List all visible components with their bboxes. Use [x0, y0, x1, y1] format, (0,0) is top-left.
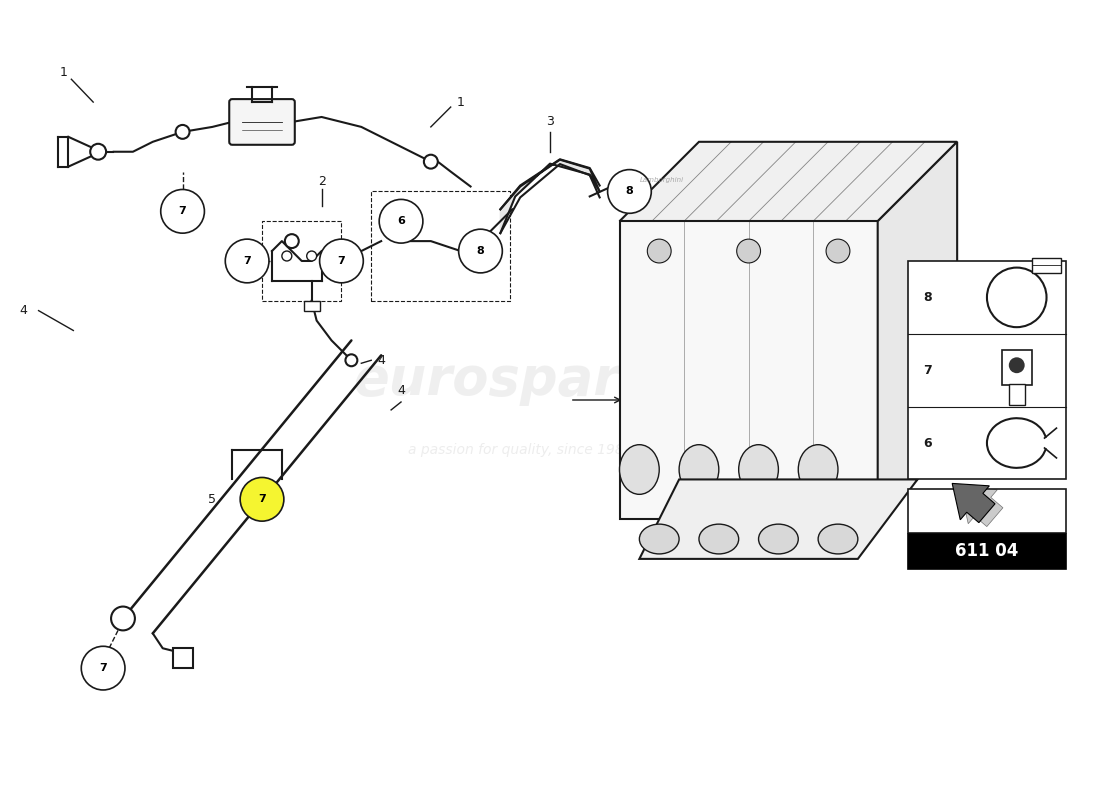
Circle shape: [379, 199, 422, 243]
FancyArrow shape: [953, 483, 996, 522]
Text: 7: 7: [178, 206, 186, 216]
Circle shape: [240, 478, 284, 521]
Bar: [173, 648, 192, 668]
Text: 6: 6: [923, 437, 932, 450]
Ellipse shape: [739, 445, 779, 494]
Text: 8: 8: [923, 291, 932, 304]
Circle shape: [90, 144, 106, 160]
Ellipse shape: [759, 524, 799, 554]
Polygon shape: [639, 479, 917, 559]
Polygon shape: [619, 142, 957, 222]
Polygon shape: [500, 160, 600, 233]
Text: 7: 7: [258, 494, 266, 504]
Bar: [1002, 350, 1032, 385]
Ellipse shape: [698, 524, 739, 554]
Circle shape: [826, 239, 850, 263]
Circle shape: [81, 646, 125, 690]
Bar: [1009, 384, 1025, 405]
Text: 4: 4: [20, 304, 28, 317]
Text: Lamborghini: Lamborghini: [639, 177, 683, 182]
Bar: [908, 261, 1066, 479]
Circle shape: [424, 154, 438, 169]
Circle shape: [647, 239, 671, 263]
Bar: [262, 222, 341, 301]
Circle shape: [1009, 358, 1025, 373]
FancyBboxPatch shape: [229, 99, 295, 145]
Circle shape: [226, 239, 270, 283]
Text: 4: 4: [377, 354, 385, 366]
Bar: [1032, 258, 1062, 273]
Circle shape: [161, 190, 205, 233]
Text: 5: 5: [208, 493, 217, 506]
Text: 8: 8: [626, 186, 634, 197]
Text: 3: 3: [546, 115, 554, 129]
Ellipse shape: [619, 445, 659, 494]
Polygon shape: [878, 142, 957, 519]
Ellipse shape: [799, 445, 838, 494]
Text: 6: 6: [397, 216, 405, 226]
Text: 7: 7: [99, 663, 107, 673]
Text: 2: 2: [318, 175, 326, 188]
Text: 1: 1: [59, 66, 67, 78]
Circle shape: [320, 239, 363, 283]
Bar: [908, 490, 1066, 533]
FancyArrow shape: [960, 487, 1003, 526]
Text: 7: 7: [923, 364, 932, 377]
Circle shape: [345, 354, 358, 366]
Ellipse shape: [639, 524, 679, 554]
Bar: [908, 534, 1066, 569]
Circle shape: [282, 251, 292, 261]
Text: eurospares: eurospares: [353, 354, 686, 406]
Circle shape: [176, 125, 189, 139]
Text: 611 04: 611 04: [955, 542, 1019, 560]
Text: 7: 7: [243, 256, 251, 266]
Text: 7: 7: [338, 256, 345, 266]
Polygon shape: [619, 222, 878, 519]
Circle shape: [737, 239, 760, 263]
Circle shape: [459, 229, 503, 273]
Ellipse shape: [818, 524, 858, 554]
Circle shape: [111, 606, 135, 630]
Circle shape: [607, 170, 651, 214]
Circle shape: [307, 251, 317, 261]
Circle shape: [285, 234, 299, 248]
Text: a passion for quality, since 1985: a passion for quality, since 1985: [408, 442, 632, 457]
Text: 8: 8: [476, 246, 484, 256]
Ellipse shape: [679, 445, 718, 494]
Text: 1: 1: [456, 95, 464, 109]
Bar: [304, 301, 320, 310]
Text: 4: 4: [397, 383, 405, 397]
Bar: [372, 191, 510, 301]
